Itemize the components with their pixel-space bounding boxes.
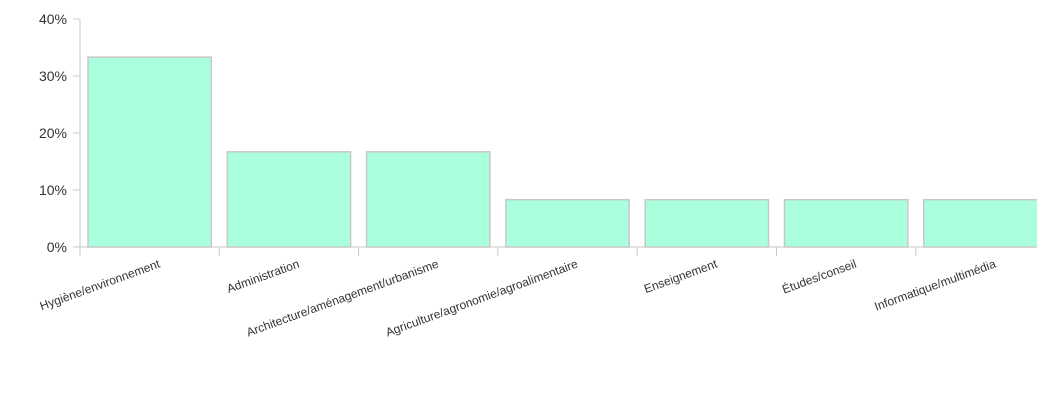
bar — [644, 198, 770, 248]
y-tick-label: 30% — [39, 68, 67, 84]
x-category-label: Informatique/multimédia — [872, 257, 997, 314]
bar — [783, 198, 909, 248]
bar — [87, 56, 213, 248]
x-category-label: Hygiène/environnement — [38, 256, 163, 313]
bar — [226, 151, 352, 248]
category-labels: Hygiène/environnement AdministrationArchi… — [38, 256, 998, 340]
x-category-label: Études/conseil — [780, 256, 858, 297]
y-tick-label: 0% — [47, 239, 67, 255]
x-axis — [79, 246, 1037, 256]
y-tick-label: 40% — [39, 11, 67, 27]
bar — [505, 198, 630, 248]
x-category-label: Enseignement — [642, 256, 720, 296]
y-axis: 0% 10% 20% 30% 40% — [39, 11, 81, 255]
x-category-label: Administration — [225, 257, 301, 296]
bar — [923, 198, 1037, 248]
y-tick-label: 10% — [39, 182, 67, 198]
bars — [87, 56, 1037, 248]
bar — [365, 151, 491, 248]
y-tick-label: 20% — [39, 125, 67, 141]
